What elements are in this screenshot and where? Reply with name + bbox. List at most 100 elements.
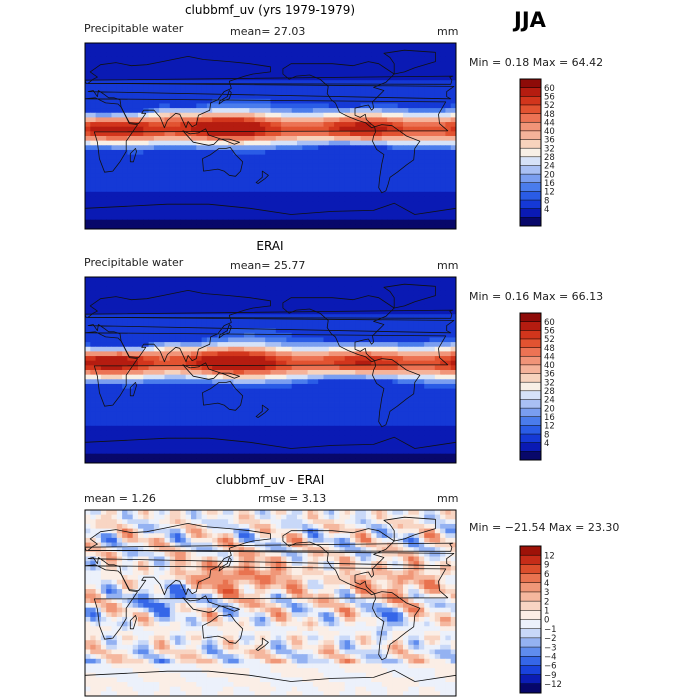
colorbar-tick-label: 40 — [544, 361, 555, 371]
colorbar-swatch — [520, 665, 541, 675]
colorbar-swatch — [520, 399, 541, 409]
colorbar-tick-label: −4 — [544, 652, 557, 662]
colorbar-tick-label: 4 — [544, 205, 549, 215]
colorbar-swatch — [520, 148, 541, 158]
colorbar-tick-label: −9 — [544, 671, 557, 681]
colorbar-swatch — [520, 200, 541, 210]
colorbar-swatch — [520, 373, 541, 383]
colorbar-tick-label: 0 — [544, 616, 549, 626]
colorbar-tick-label: −6 — [544, 662, 557, 672]
colorbar-swatch — [520, 165, 541, 175]
colorbar-tick-label: 32 — [544, 378, 555, 388]
colorbar-tick-label: 52 — [544, 101, 555, 111]
colorbar-tick-label: 44 — [544, 118, 555, 128]
colorbar-swatch — [520, 425, 541, 435]
colorbar-tick-label: 48 — [544, 344, 555, 354]
colorbar-swatch — [520, 87, 541, 97]
colorbar-swatch — [520, 182, 541, 192]
panel-1-title: clubbmf_uv (yrs 1979-1979) — [184, 3, 356, 17]
coastlines — [84, 283, 457, 464]
colorbar-tick-label: −1 — [544, 625, 557, 635]
colorbar-tick-label: 1 — [544, 607, 549, 617]
colorbar-tick-label: 56 — [544, 326, 555, 336]
panel-3-mean: mean = 1.26 — [84, 492, 156, 505]
panel-3-minmax: Min = −21.54 Max = 23.30 — [469, 521, 620, 534]
colorbar-swatch — [520, 637, 541, 648]
colorbar-swatch — [520, 390, 541, 400]
colorbar-tick-label: 24 — [544, 396, 555, 406]
colorbar-swatch — [520, 364, 541, 374]
colorbar-swatch — [520, 408, 541, 418]
colorbar-tick-label: 6 — [544, 570, 549, 580]
colorbar-swatch — [520, 564, 541, 574]
panel-1-map — [84, 42, 457, 230]
colorbar-swatch — [520, 442, 541, 452]
colorbar-swatch — [520, 338, 541, 348]
coastlines — [84, 49, 457, 230]
colorbar-swatch — [520, 156, 541, 166]
colorbar-tick-label: 4 — [544, 579, 549, 589]
panel-2-map — [84, 276, 457, 464]
colorbar-tick-label: 44 — [544, 352, 555, 362]
colorbar-tick-label: 9 — [544, 561, 549, 571]
colorbar-tick-label: 32 — [544, 144, 555, 154]
panel-1-unit: mm — [437, 25, 459, 38]
colorbar-swatch — [520, 573, 541, 584]
coastlines — [84, 516, 457, 697]
colorbar-swatch — [520, 591, 541, 602]
colorbar-tick-label: 8 — [544, 430, 549, 440]
colorbar-swatch — [520, 619, 541, 629]
panel-2-mean: mean= 25.77 — [230, 259, 306, 272]
colorbar-swatch — [520, 628, 541, 639]
colorbar-tick-label: 36 — [544, 136, 555, 146]
colorbar-swatch — [520, 208, 541, 218]
colorbar-swatch — [520, 347, 541, 357]
colorbar-tick-label: −2 — [544, 634, 557, 644]
colorbar-swatch — [520, 96, 541, 106]
season-label: JJA — [514, 8, 546, 32]
colorbar-swatch — [520, 647, 541, 657]
colorbar-swatch — [520, 139, 541, 149]
colorbar-swatch — [520, 582, 541, 593]
colorbar-tick-label: 36 — [544, 370, 555, 380]
panel-2-variable-label: Precipitable water — [84, 256, 184, 269]
colorbar-tick-label: 52 — [544, 335, 555, 345]
colorbar-swatch — [520, 104, 541, 114]
colorbar-swatch — [520, 122, 541, 132]
colorbar-swatch — [520, 683, 541, 694]
colorbar-swatch — [520, 674, 541, 685]
colorbar-tick-label: 12 — [544, 188, 555, 198]
colorbar-swatch — [520, 382, 541, 392]
map-field — [85, 510, 457, 697]
colorbar-swatch — [520, 79, 541, 88]
colorbar-swatch — [520, 191, 541, 201]
colorbar-tick-label: 3 — [544, 588, 549, 598]
colorbar-tick-label: 24 — [544, 162, 555, 172]
colorbar-tick-label: 28 — [544, 387, 555, 397]
panel-1-mean: mean= 27.03 — [230, 25, 306, 38]
colorbar-swatch — [520, 656, 541, 666]
colorbar-swatch — [520, 434, 541, 444]
colorbar-tick-label: 20 — [544, 170, 555, 180]
colorbar-swatch — [520, 217, 541, 227]
colorbar-tick-label: 60 — [544, 318, 555, 328]
colorbar-swatch — [520, 451, 541, 461]
panel-2-unit: mm — [437, 259, 459, 272]
panel-2-minmax: Min = 0.16 Max = 66.13 — [469, 290, 604, 303]
colorbar-tick-label: 8 — [544, 196, 549, 206]
colorbar-swatch — [520, 174, 541, 184]
colorbar-tick-label: 12 — [544, 551, 555, 561]
colorbar-swatch — [520, 321, 541, 331]
colorbar-tick-label: −12 — [544, 680, 562, 690]
panel-1-variable-label: Precipitable water — [84, 22, 184, 35]
colorbar-tick-label: 4 — [544, 439, 549, 449]
colorbar-tick-label: 2 — [544, 597, 549, 607]
panel-3-map — [84, 509, 457, 697]
colorbar-tick-label: 16 — [544, 413, 555, 423]
panel-1-minmax: Min = 0.18 Max = 64.42 — [469, 56, 604, 69]
panel-3-title: clubbmf_uv - ERAI — [215, 473, 325, 487]
colorbar-tick-label: 20 — [544, 404, 555, 414]
